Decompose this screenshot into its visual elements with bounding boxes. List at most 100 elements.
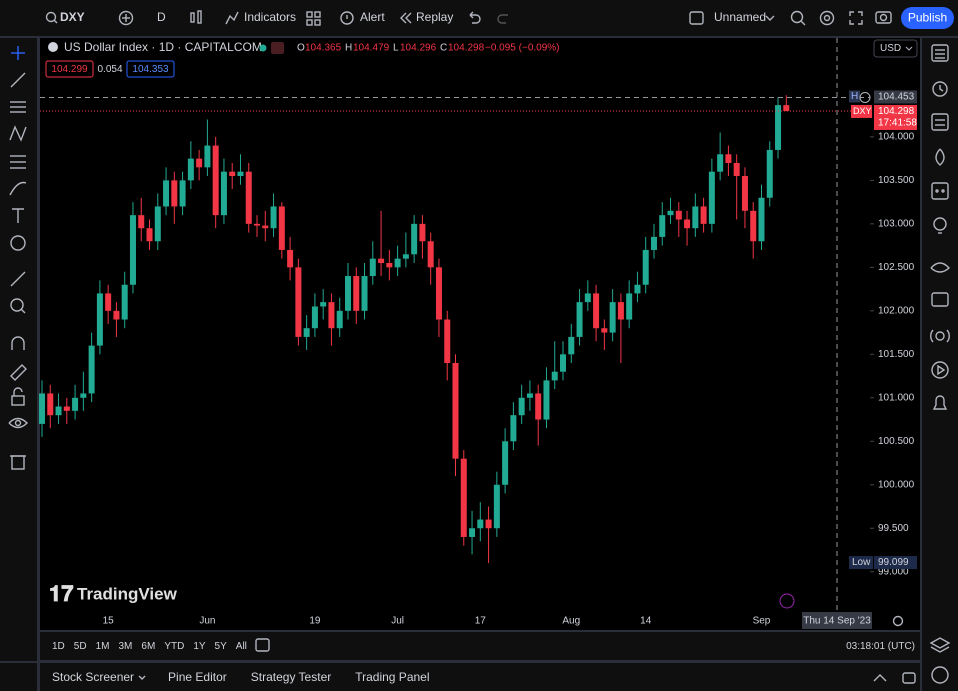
x-tick-label: 17 (475, 616, 487, 627)
axis-settings[interactable] (892, 615, 904, 627)
alert-label[interactable]: Alert (360, 10, 385, 24)
layout-menu[interactable] (765, 15, 775, 21)
add-alert[interactable] (859, 91, 871, 103)
undo[interactable] (469, 11, 481, 24)
range-button[interactable]: 1Y (193, 641, 206, 652)
replay-label[interactable]: Replay (416, 10, 453, 24)
candle-body (469, 528, 476, 537)
range-button[interactable]: 6M (141, 641, 155, 652)
buy-box[interactable] (126, 60, 175, 78)
low-marker: Low (852, 557, 871, 568)
candle-body (63, 406, 70, 411)
indicators-label[interactable]: Indicators (244, 10, 296, 24)
candle-body (179, 180, 186, 207)
candle-body (750, 210, 757, 242)
chart-type[interactable] (190, 10, 202, 24)
range-button[interactable]: 5D (74, 641, 87, 652)
range-button[interactable]: 3M (119, 641, 133, 652)
y-tick-label: 99.500 (878, 523, 909, 534)
symbol[interactable]: DXY (60, 10, 85, 24)
last-price-box (874, 104, 917, 130)
candle-body (477, 519, 484, 529)
watermark: TradingView (77, 584, 178, 603)
alert-button[interactable]: Alert (340, 10, 385, 25)
x-tick-label: Jun (199, 616, 215, 627)
range-button[interactable]: YTD (164, 641, 184, 652)
goto-date[interactable] (255, 638, 270, 652)
symbol-search[interactable]: DXY (45, 10, 85, 24)
candle-body (568, 336, 575, 355)
drawing-tools[interactable] (8, 46, 28, 470)
candle-body (717, 154, 724, 172)
candle-body (626, 293, 633, 320)
indicators-button[interactable]: Indicators (225, 10, 296, 25)
panel-tab[interactable]: Pine Editor (168, 670, 227, 684)
range-buttons[interactable]: 1D 5D 1M 3M 6M YTD 1Y 5Y All (52, 641, 247, 652)
range-button[interactable]: All (236, 641, 247, 652)
widget-bar[interactable] (929, 44, 951, 684)
publish-label[interactable]: Publish (908, 11, 947, 25)
events-icon[interactable] (779, 593, 795, 609)
x-tick-label: 15 (103, 616, 115, 627)
candle-body (708, 171, 715, 224)
candle-body (105, 293, 112, 311)
currency-menu[interactable] (905, 46, 913, 51)
candle-body (601, 328, 608, 333)
candle-body (535, 393, 542, 420)
y-tick-label: 102.500 (878, 262, 915, 273)
candle-body (427, 241, 434, 268)
currency[interactable]: USD (880, 43, 901, 54)
candle-body (72, 397, 79, 411)
quick-search[interactable] (790, 10, 806, 26)
candle-body (609, 302, 616, 333)
ohlc-readout: O 104.365 H 104.479 L 104.296 C 104.298 … (297, 43, 560, 54)
candle-body (262, 225, 269, 229)
panel-tab[interactable]: Stock Screener (52, 670, 134, 684)
candle-body (344, 276, 351, 311)
candle-body (278, 206, 285, 250)
candle-body (493, 484, 500, 529)
range-button[interactable]: 1M (96, 641, 110, 652)
currency-select[interactable] (873, 39, 918, 58)
ask-price[interactable]: 104.353 (132, 64, 169, 75)
high-value: 104.479 (353, 43, 390, 54)
replay-button[interactable]: Replay (400, 10, 453, 24)
candle-body (593, 293, 600, 329)
candle-body (518, 397, 525, 416)
candle-body (766, 149, 773, 198)
panel-collapse[interactable] (873, 674, 887, 682)
interval[interactable]: D (157, 10, 166, 24)
candle-body (485, 519, 492, 529)
bottom-tabs[interactable]: Stock Screener Pine Editor Strategy Tester… (52, 670, 430, 684)
candle-body (402, 254, 409, 259)
low-value-box (874, 556, 917, 570)
sell-box[interactable] (45, 60, 94, 78)
fullscreen[interactable] (849, 11, 863, 25)
tab-menu[interactable] (138, 675, 146, 680)
low-value: 104.296 (400, 43, 437, 54)
candle-body (444, 319, 451, 364)
candle-body (435, 267, 442, 320)
legend-title: US Dollar Index · 1D · CAPITALCOM (64, 40, 262, 54)
range-button[interactable]: 5Y (215, 641, 228, 652)
panel-maximize[interactable] (902, 672, 916, 684)
settings[interactable] (819, 10, 835, 26)
bid-price[interactable]: 104.299 (51, 64, 88, 75)
panel-tab[interactable]: Trading Panel (355, 670, 429, 684)
panel-tab[interactable]: Strategy Tester (251, 670, 331, 684)
left-toolbar (0, 38, 37, 661)
compare-button[interactable] (118, 10, 134, 26)
y-tick-label: 100.000 (878, 479, 915, 490)
crosshair-time-box (802, 612, 872, 629)
layout-name[interactable]: Unnamed (714, 10, 766, 24)
y-tick-label: 104.000 (878, 132, 915, 143)
templates-button[interactable] (306, 11, 321, 26)
y-tick-label: 103.500 (878, 175, 915, 186)
publish-button[interactable] (901, 7, 954, 29)
layout-icon[interactable] (689, 11, 704, 25)
range-button[interactable]: 1D (52, 641, 65, 652)
candle-body (113, 310, 120, 320)
snapshot[interactable] (875, 11, 892, 24)
candle-body (526, 393, 533, 398)
